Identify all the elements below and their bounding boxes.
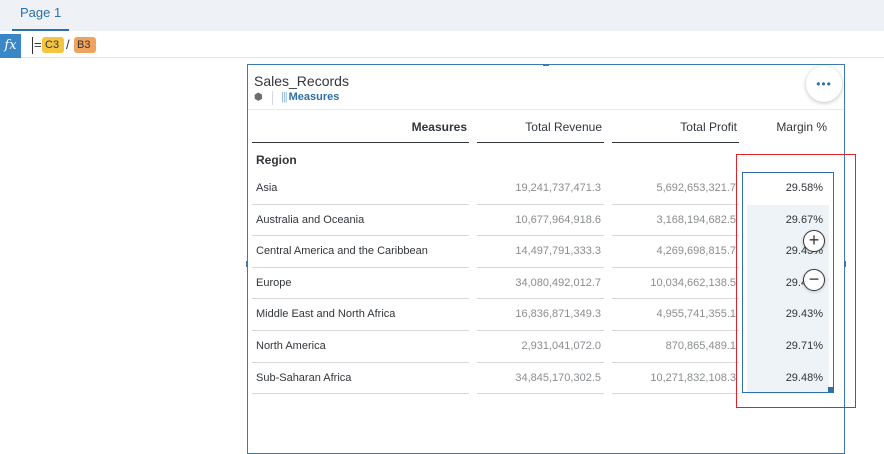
cell-region[interactable]: Europe (252, 268, 469, 300)
cell-margin[interactable]: 29.48% (747, 362, 829, 395)
cell-revenue[interactable]: 19,241,737,471.3 (477, 173, 604, 205)
cell-revenue[interactable]: 10,677,964,918.6 (477, 205, 604, 237)
formula-equals: = (34, 37, 42, 52)
cell-region[interactable]: Middle East and North Africa (252, 299, 469, 331)
formula-operator: / (66, 37, 70, 52)
cell-revenue[interactable]: 2,931,041,072.0 (477, 331, 604, 363)
cell-revenue[interactable]: 34,080,492,012.7 (477, 268, 604, 300)
cell-margin[interactable]: 29.71% (747, 330, 829, 363)
page-tab-bar: Page 1 (0, 0, 884, 31)
formula-token-b3[interactable]: B3 (74, 37, 96, 53)
cell-revenue[interactable]: 34,845,170,302.5 (477, 363, 604, 395)
tab-page-1[interactable]: Page 1 (12, 0, 70, 31)
table-row: Middle East and North Africa 16,836,871,… (252, 299, 842, 331)
selection-fill-handle[interactable] (828, 387, 833, 392)
fx-icon[interactable]: fx (0, 34, 21, 58)
header-margin[interactable]: Margin % (776, 120, 827, 134)
cell-region[interactable]: North America (252, 331, 469, 363)
resize-handle-left[interactable] (246, 261, 248, 267)
cell-revenue[interactable]: 14,497,791,333.3 (477, 236, 604, 268)
measures-link[interactable]: ||| Measures (281, 91, 339, 103)
highlight-annotation-box (736, 154, 856, 408)
measures-icon: ||| (281, 91, 288, 103)
table-row: Australia and Oceania 10,677,964,918.6 3… (252, 204, 842, 237)
cell-profit[interactable]: 4,955,741,355.1 (612, 299, 739, 331)
dimension-label-region[interactable]: Region (256, 153, 297, 167)
table-row: Sub-Saharan Africa 34,845,170,302.5 10,2… (252, 362, 842, 395)
cell-profit[interactable]: 3,168,194,682.5 (612, 205, 739, 237)
title-divider (248, 109, 844, 110)
cell-profit[interactable]: 870,865,489.1 (612, 331, 739, 363)
cell-margin[interactable]: 29.58% (747, 173, 829, 205)
cell-region[interactable]: Asia (252, 173, 469, 205)
formula-bar[interactable]: fx = C3 / B3 (0, 31, 884, 58)
table-row: Asia 19,241,737,471.3 5,692,653,321.7 29… (252, 173, 842, 205)
cell-region[interactable]: Australia and Oceania (252, 205, 469, 237)
cell-profit[interactable]: 4,269,698,815.7 (612, 236, 739, 268)
table-body: Asia 19,241,737,471.3 5,692,653,321.7 29… (252, 173, 842, 395)
header-measures[interactable]: Measures (252, 117, 469, 143)
title-separator (272, 91, 273, 105)
measures-link-label: Measures (288, 91, 340, 103)
cell-revenue[interactable]: 16,836,871,349.3 (477, 299, 604, 331)
cell-region[interactable]: Sub-Saharan Africa (252, 363, 469, 395)
resize-handle-right[interactable] (844, 261, 846, 267)
widget-title: Sales_Records (254, 73, 349, 89)
zoom-out-button[interactable]: − (803, 269, 825, 291)
cell-profit[interactable]: 5,692,653,321.7 (612, 173, 739, 205)
table-widget[interactable]: Sales_Records ⬢ ||| Measures ••• Measures… (246, 64, 846, 454)
more-options-button[interactable]: ••• (806, 66, 842, 102)
header-total-profit[interactable]: Total Profit (612, 117, 739, 143)
resize-handle-top[interactable] (543, 64, 549, 66)
cell-region[interactable]: Central America and the Caribbean (252, 236, 469, 268)
cell-profit[interactable]: 10,271,832,108.3 (612, 363, 739, 395)
table-row: North America 2,931,041,072.0 870,865,48… (252, 330, 842, 363)
formula-token-c3[interactable]: C3 (42, 37, 64, 53)
model-icon: ⬢ (254, 92, 263, 103)
cell-margin[interactable]: 29.43% (747, 299, 829, 331)
header-total-revenue[interactable]: Total Revenue (477, 117, 604, 143)
text-cursor (32, 37, 33, 54)
selected-column-range[interactable] (742, 172, 834, 393)
cell-profit[interactable]: 10,034,662,138.5 (612, 268, 739, 300)
zoom-in-button[interactable]: + (803, 230, 825, 252)
